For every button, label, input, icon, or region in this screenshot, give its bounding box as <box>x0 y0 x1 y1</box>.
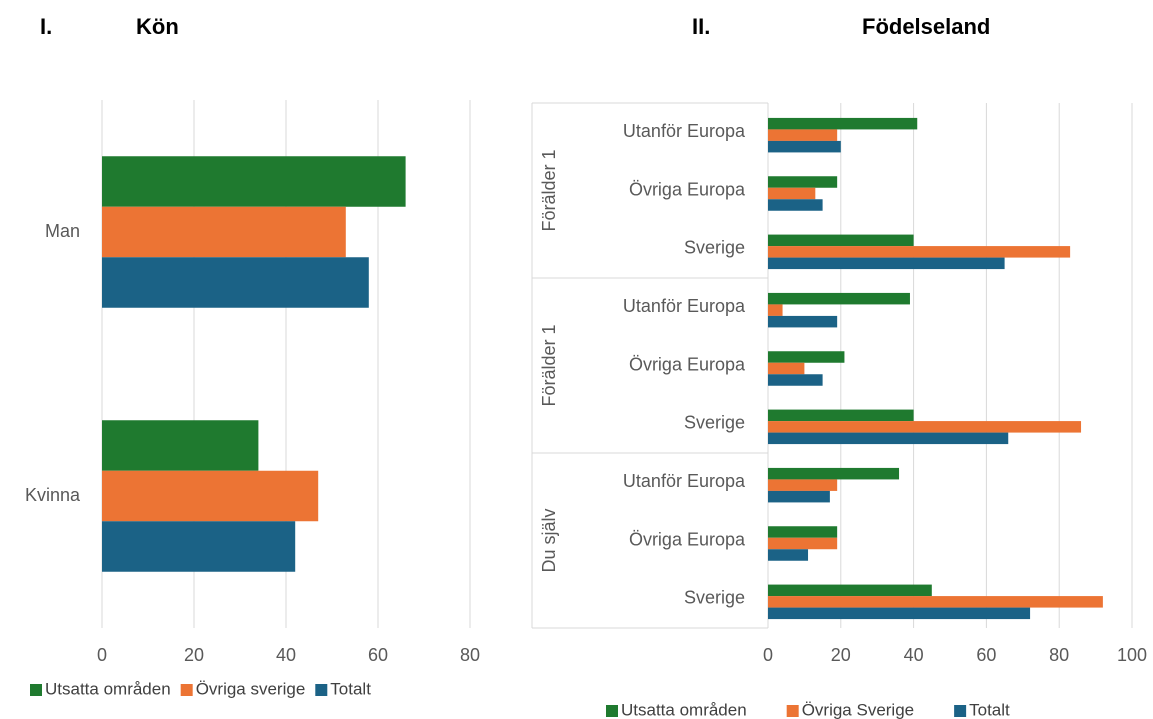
bar <box>768 421 1082 433</box>
bar <box>768 246 1071 258</box>
legend-swatch <box>786 705 799 717</box>
y-tick-label: Övriga Europa <box>629 354 746 374</box>
x-tick-label: 60 <box>368 645 388 665</box>
bar <box>768 187 816 200</box>
bar <box>102 521 296 572</box>
bar <box>768 292 910 305</box>
bar <box>768 479 838 491</box>
y-tick-label: Man <box>45 221 80 241</box>
group-label: Du själv <box>539 508 559 572</box>
y-tick-label: Utanför Europa <box>623 471 746 491</box>
bar <box>768 257 1005 270</box>
legend-swatch <box>606 705 618 717</box>
bar <box>768 526 838 538</box>
bar <box>102 257 369 308</box>
bar <box>768 351 845 363</box>
group-label: Förälder 1 <box>539 149 559 231</box>
legend-label: Utsatta områden <box>45 679 171 698</box>
bar <box>768 374 823 386</box>
bar <box>768 549 809 561</box>
legend-swatch <box>954 705 967 717</box>
bar <box>102 420 259 471</box>
x-tick-label: 40 <box>904 645 924 665</box>
group-label: Förälder 1 <box>539 324 559 406</box>
x-tick-label: 80 <box>460 645 480 665</box>
legend-label: Totalt <box>969 700 1010 719</box>
bar <box>102 470 319 522</box>
bar <box>768 409 914 422</box>
bar <box>768 117 918 130</box>
chart-title: Kön <box>136 14 179 39</box>
bar <box>768 596 1103 608</box>
bar <box>768 490 830 503</box>
bar <box>768 607 1031 620</box>
bar <box>768 234 914 247</box>
bar <box>768 315 838 328</box>
legend-swatch <box>315 684 328 696</box>
chart-number: I. <box>40 14 52 39</box>
y-tick-label: Utanför Europa <box>623 121 746 141</box>
bar <box>768 129 838 141</box>
y-tick-label: Övriga Europa <box>629 529 746 549</box>
x-tick-label: 0 <box>763 645 773 665</box>
legend-label: Övriga sverige <box>196 679 306 698</box>
chart-title: Födelseland <box>862 14 990 39</box>
bar <box>768 467 900 480</box>
x-tick-label: 60 <box>976 645 996 665</box>
x-tick-label: 0 <box>97 645 107 665</box>
y-tick-label: Sverige <box>684 588 745 608</box>
legend-label: Övriga Sverige <box>802 700 914 719</box>
x-tick-label: 40 <box>276 645 296 665</box>
bar <box>768 304 783 316</box>
x-tick-label: 100 <box>1117 645 1147 665</box>
legend-swatch <box>180 684 193 696</box>
x-tick-label: 80 <box>1049 645 1069 665</box>
bar <box>768 584 932 597</box>
legend-swatch <box>30 684 42 696</box>
y-tick-label: Övriga Europa <box>629 179 746 199</box>
bar <box>102 156 406 207</box>
legend-label: Totalt <box>330 679 371 698</box>
bar <box>768 199 823 211</box>
chart-number: II. <box>692 14 710 39</box>
bar <box>768 176 838 188</box>
y-tick-label: Utanför Europa <box>623 296 746 316</box>
bar <box>102 206 346 258</box>
bar <box>768 537 838 550</box>
legend-label: Utsatta områden <box>621 700 747 719</box>
bar <box>768 140 841 153</box>
y-tick-label: Sverige <box>684 413 745 433</box>
bar <box>768 432 1009 445</box>
y-tick-label: Kvinna <box>25 485 81 505</box>
bar <box>768 362 805 375</box>
x-tick-label: 20 <box>831 645 851 665</box>
x-tick-label: 20 <box>184 645 204 665</box>
y-tick-label: Sverige <box>684 238 745 258</box>
